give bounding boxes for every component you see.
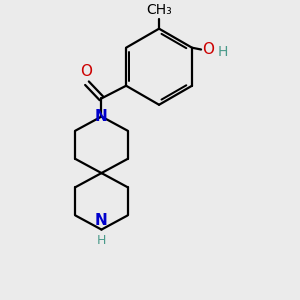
Text: O: O	[80, 64, 92, 79]
Text: H: H	[97, 234, 106, 247]
Text: N: N	[95, 213, 108, 228]
Text: N: N	[95, 109, 108, 124]
Text: CH₃: CH₃	[146, 3, 172, 17]
Text: H: H	[218, 45, 228, 59]
Text: O: O	[202, 42, 214, 57]
